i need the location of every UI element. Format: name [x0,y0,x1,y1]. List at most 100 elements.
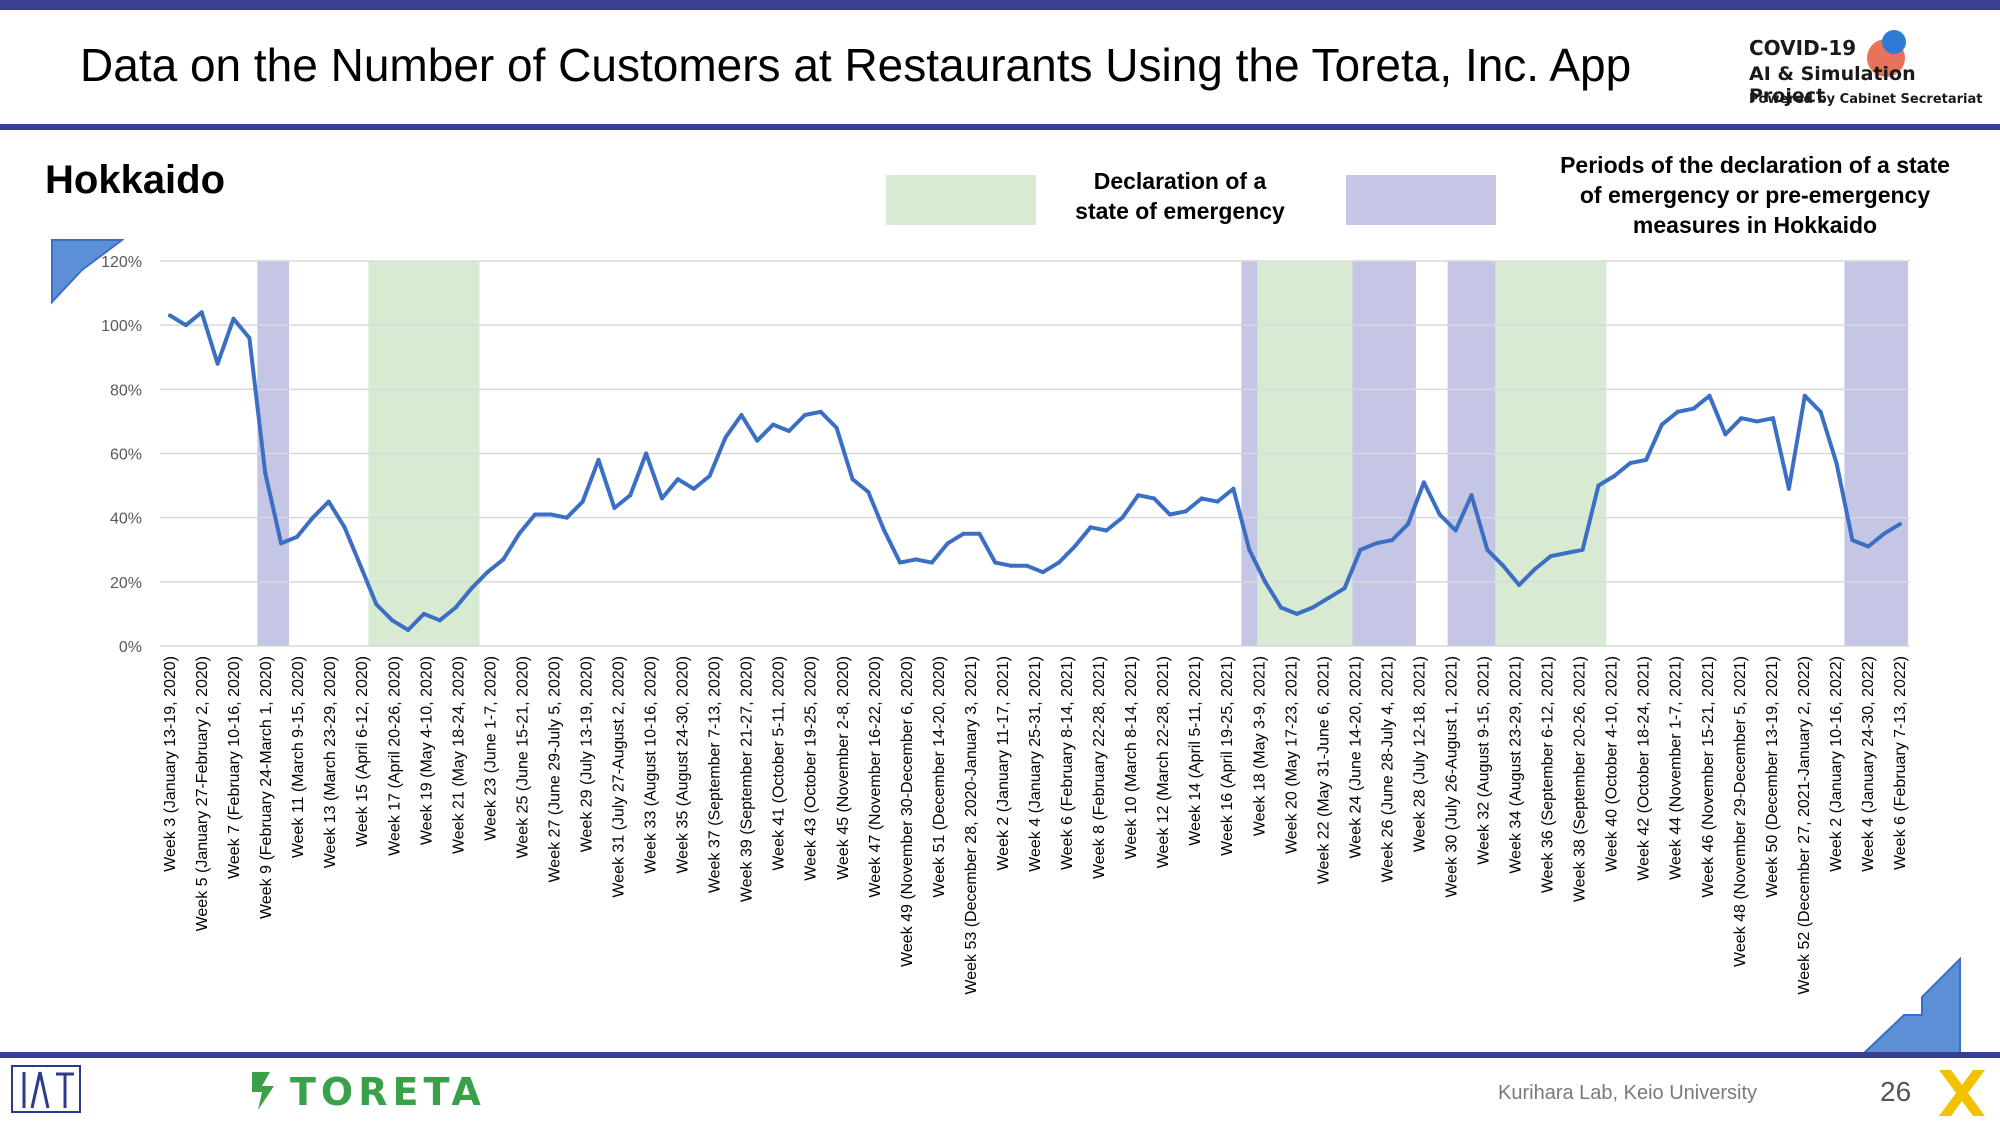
data-point [1564,550,1569,555]
data-point [1374,541,1379,546]
x-tick-label: Week 46 (November 15-21, 2021) [1700,656,1717,898]
x-tick-label: Week 35 (August 24-30, 2020) [675,656,692,874]
data-point [279,541,284,546]
toreta-logo-text: TORETA [290,1070,486,1114]
x-tick-label: Week 2 (January 10-16, 2022) [1828,656,1845,872]
data-point [1818,409,1823,414]
data-point [850,477,855,482]
data-point [739,413,744,417]
data-point [358,563,363,568]
data-point [993,560,998,565]
data-point [882,528,887,533]
data-point [1405,522,1410,527]
legend-emergency-swatch [886,175,1036,225]
x-tick-label: Week 5 (January 27-February 2, 2020) [194,656,211,931]
data-point [199,310,204,315]
x-tick-label: Week 53 (December 28, 2020-January 3, 20… [963,656,980,995]
x-tick-label: Week 33 (August 10-16, 2020) [643,656,660,874]
data-point [1580,547,1585,552]
x-tick-label: Week 9 (February 24-March 1, 2020) [258,656,275,919]
x-tick-label: Week 36 (September 6-12, 2021) [1540,656,1557,893]
y-tick-label: 40% [110,511,142,528]
x-tick-label: Week 32 (August 9-15, 2021) [1476,656,1493,865]
data-point [247,336,252,340]
y-tick-label: 60% [110,447,142,464]
x-tick-label: Week 16 (April 19-25, 2021) [1219,656,1236,856]
data-point [183,323,188,328]
data-point [1898,522,1902,527]
project-logo-icon [1867,30,1906,77]
x-tick-label: Week 3 (January 13-19, 2020) [162,656,179,872]
data-point [1279,605,1284,610]
data-point [1517,583,1522,588]
x-tick-label: Week 28 (July 12-18, 2021) [1411,656,1428,852]
data-point [1120,515,1125,520]
x-tick-label: Week 6 (February 7-13, 2022) [1892,656,1909,870]
project-logo-line1: COVID-19 [1749,36,1857,60]
legend-hokkaido-swatch [1346,175,1496,225]
data-point [310,515,315,520]
y-tick-label: 80% [110,382,142,399]
x-tick-label: Week 42 (October 18-24, 2021) [1636,656,1653,881]
data-point [1691,406,1696,411]
data-point [596,457,601,462]
x-tick-label: Week 18 (May 3-9, 2021) [1251,656,1268,836]
data-point [1183,509,1188,514]
data-point [1421,480,1426,485]
y-tick-label: 20% [110,575,142,592]
y-tick-label: 0% [119,639,142,656]
data-point [977,531,982,536]
data-point [818,409,823,414]
data-point [1358,547,1363,552]
x-tick-label: Week 37 (September 7-13, 2020) [707,656,724,893]
data-point [755,438,760,443]
data-point [1136,493,1141,498]
toreta-logo-icon [252,1072,274,1110]
project-logo-line3: Powered by Cabinet Secretariat [1749,92,1983,107]
data-point [1167,512,1172,517]
data-point [580,499,585,504]
data-point [1723,432,1728,437]
region-title: Hokkaido [45,158,226,202]
x-tick-label: Week 8 (February 22-28, 2021) [1091,656,1108,879]
x-tick-label: Week 49 (November 30-December 6, 2020) [899,656,916,967]
data-point [898,560,903,565]
data-point [1342,586,1347,591]
legend-hokkaido-label: Periods of the declaration of a state of… [1520,150,1990,240]
data-point [1628,461,1633,466]
x-tick-label: Week 13 (March 23-29, 2020) [322,656,339,868]
series-line [168,310,1902,632]
x-tick-label: Week 6 (February 8-14, 2021) [1059,656,1076,870]
data-point [406,627,411,632]
data-point [1802,393,1807,398]
data-point [834,425,839,430]
legend-hokkaido-line3: measures in Hokkaido [1632,212,1878,238]
data-point [1485,547,1490,552]
x-tick-label: Week 20 (May 17-23, 2021) [1283,656,1300,854]
x-tick-label: Week 48 (November 29-December 5, 2021) [1732,656,1749,967]
data-point [421,611,426,616]
data-point [961,531,966,536]
x-tick-label: Week 2 (January 11-17, 2021) [995,656,1012,871]
data-point [548,512,553,517]
x-tick-label: Week 41 (October 5-11, 2020) [771,656,788,871]
data-point [215,361,220,366]
data-point [437,618,442,623]
y-tick-label: 100% [101,318,142,335]
legend-hokkaido-line2: of emergency or pre-emergency [1579,182,1931,208]
project-logo-line2: AI & Simulation Project [1749,63,1916,107]
data-point [1152,496,1157,501]
data-point [929,560,934,565]
project-logo: COVID-19 AI & Simulation Project Powered… [1746,28,1986,112]
x-tick-label: Week 52 (December 27, 2021-January 2, 20… [1796,656,1813,995]
data-point [945,541,950,546]
data-point [802,413,807,417]
data-point [390,618,395,623]
x-tick-label: Week 23 (June 1-7, 2020) [482,656,499,841]
data-point [1215,499,1220,504]
y-tick-label: 120% [101,254,142,271]
data-point [1326,595,1331,600]
data-point [1786,486,1791,491]
legend-hokkaido-line1: Periods of the declaration of a state [1560,152,1950,178]
legend-emergency-line2: state of emergency [1075,198,1285,224]
